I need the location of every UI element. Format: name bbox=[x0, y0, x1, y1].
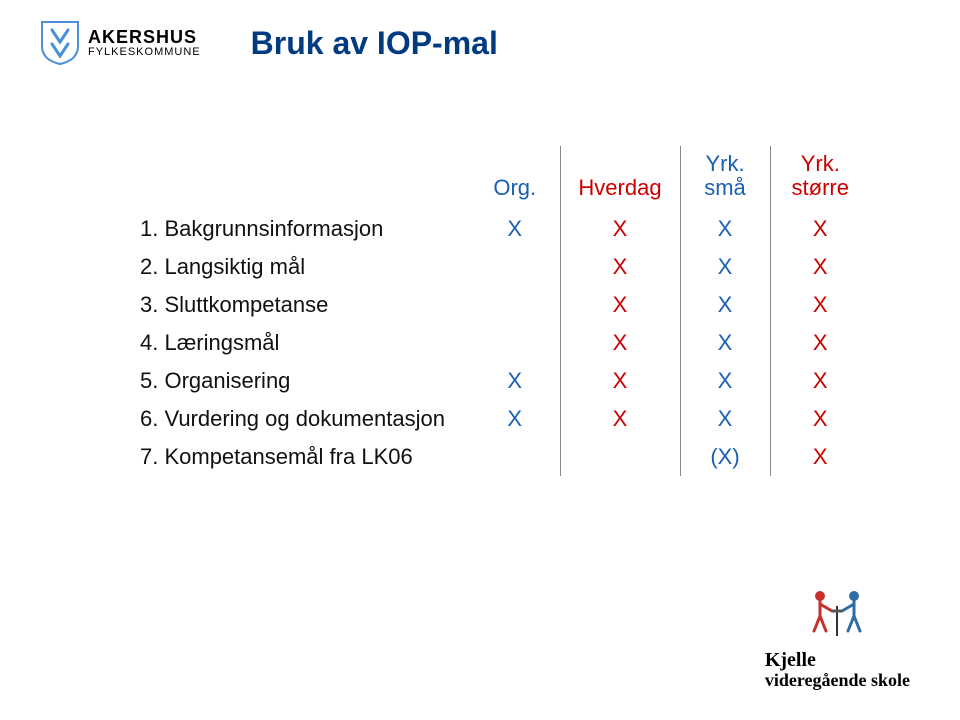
cell-hverdag: X bbox=[560, 210, 680, 248]
cell-storre: X bbox=[770, 438, 870, 476]
cell-sma: X bbox=[680, 286, 770, 324]
cell-hverdag: X bbox=[560, 248, 680, 286]
footer-text: Kjelle videregående skole bbox=[765, 650, 910, 690]
cell-sma: X bbox=[680, 362, 770, 400]
table-row: 7. Kompetansemål fra LK06 (X)X bbox=[130, 438, 870, 476]
cell-storre: X bbox=[770, 362, 870, 400]
row-label: 4. Læringsmål bbox=[130, 324, 470, 362]
akershus-logo: AKERSHUS FYLKESKOMMUNE bbox=[40, 20, 201, 66]
table-row: 4. LæringsmålXXX bbox=[130, 324, 870, 362]
row-label: 2. Langsiktig mål bbox=[130, 248, 470, 286]
cell-hverdag: X bbox=[560, 286, 680, 324]
cell-sma: X bbox=[680, 210, 770, 248]
school-icon bbox=[802, 586, 872, 646]
header: AKERSHUS FYLKESKOMMUNE Bruk av IOP-mal bbox=[0, 0, 960, 76]
cell-org: X bbox=[470, 362, 560, 400]
cell-org: X bbox=[470, 210, 560, 248]
page-title: Bruk av IOP-mal bbox=[201, 25, 920, 62]
logo-text: AKERSHUS FYLKESKOMMUNE bbox=[88, 28, 201, 58]
row-label: 6. Vurdering og dokumentasjon bbox=[130, 400, 470, 438]
header-sma: Yrk.små bbox=[680, 146, 770, 210]
cell-sma: (X) bbox=[680, 438, 770, 476]
row-label: 5. Organisering bbox=[130, 362, 470, 400]
cell-org bbox=[470, 324, 560, 362]
cell-storre: X bbox=[770, 324, 870, 362]
footer-line1: Kjelle bbox=[765, 650, 910, 671]
cell-hverdag bbox=[560, 438, 680, 476]
header-org: Org. bbox=[470, 146, 560, 210]
row-label: 1. Bakgrunnsinformasjon bbox=[130, 210, 470, 248]
cell-storre: X bbox=[770, 248, 870, 286]
cell-org bbox=[470, 248, 560, 286]
cell-sma: X bbox=[680, 248, 770, 286]
cell-hverdag: X bbox=[560, 400, 680, 438]
cell-storre: X bbox=[770, 210, 870, 248]
cell-storre: X bbox=[770, 400, 870, 438]
cell-org bbox=[470, 286, 560, 324]
shield-icon bbox=[40, 20, 80, 66]
header-row: Org. Hverdag Yrk.små Yrk.større bbox=[130, 146, 870, 210]
row-label: 7. Kompetansemål fra LK06 bbox=[130, 438, 470, 476]
table-row: 5. OrganiseringXXXX bbox=[130, 362, 870, 400]
logo-line1: AKERSHUS bbox=[88, 28, 201, 47]
cell-sma: X bbox=[680, 324, 770, 362]
cell-sma: X bbox=[680, 400, 770, 438]
header-blank bbox=[130, 146, 470, 210]
footer-line2: videregående skole bbox=[765, 671, 910, 690]
table-row: 2. Langsiktig målXXX bbox=[130, 248, 870, 286]
cell-hverdag: X bbox=[560, 324, 680, 362]
table-row: 1. BakgrunnsinformasjonXXXX bbox=[130, 210, 870, 248]
header-hverdag: Hverdag bbox=[560, 146, 680, 210]
logo-line2: FYLKESKOMMUNE bbox=[88, 47, 201, 59]
table-row: 3. SluttkompetanseXXX bbox=[130, 286, 870, 324]
cell-hverdag: X bbox=[560, 362, 680, 400]
kjelle-logo: Kjelle videregående skole bbox=[765, 586, 910, 690]
header-storre: Yrk.større bbox=[770, 146, 870, 210]
row-label: 3. Sluttkompetanse bbox=[130, 286, 470, 324]
cell-org: X bbox=[470, 400, 560, 438]
cell-org bbox=[470, 438, 560, 476]
table-row: 6. Vurdering og dokumentasjonXXXX bbox=[130, 400, 870, 438]
matrix-table: Org. Hverdag Yrk.små Yrk.større 1. Bakgr… bbox=[0, 76, 960, 476]
cell-storre: X bbox=[770, 286, 870, 324]
